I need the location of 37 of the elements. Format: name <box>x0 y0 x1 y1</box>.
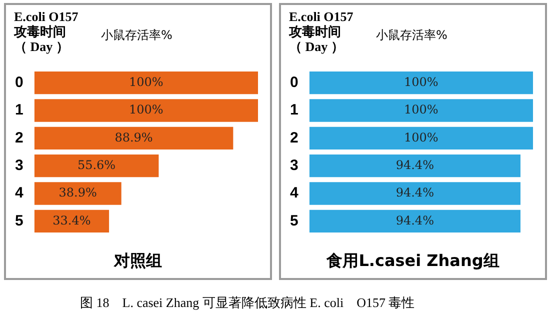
y-tick-label: 3 <box>15 156 24 174</box>
x-axis-title: 小鼠存活率% <box>101 27 172 44</box>
y-tick-label: 1 <box>290 102 298 119</box>
y-tick-label: 5 <box>15 212 24 230</box>
data-label: 100% <box>129 74 164 89</box>
data-label: 94.4% <box>396 213 434 228</box>
bar <box>34 154 159 178</box>
data-label: 33.4% <box>52 213 91 228</box>
data-label: 94.4% <box>396 186 434 200</box>
data-label: 100% <box>404 74 438 89</box>
y-tick-label: 4 <box>290 184 299 202</box>
bar <box>34 182 122 205</box>
y-axis-title: E.coli O157 攻毒时间（ Day ） <box>14 9 78 54</box>
data-label: 100% <box>129 102 164 117</box>
y-tick-label: 2 <box>15 129 24 146</box>
y-tick-label: 4 <box>15 184 24 202</box>
y-tick-label: 0 <box>290 74 298 91</box>
data-label: 88.9% <box>114 130 153 144</box>
bar <box>34 210 110 233</box>
y-tick-label: 0 <box>15 74 24 91</box>
text: 食用L.casei Zhang组 <box>325 251 500 272</box>
y-tick-label: 3 <box>290 156 298 174</box>
y-axis-title: E.coli O157 攻毒时间（ Day ） <box>289 9 354 54</box>
data-label: 38.9% <box>58 186 97 200</box>
data-label: 100% <box>404 130 438 144</box>
bar <box>34 99 258 122</box>
caption: 图 18 L. casei Zhang 可显著降低致病性 E. coli O157 毒性 <box>80 294 415 312</box>
text: 对照组 <box>112 251 163 272</box>
data-label: 100% <box>404 102 438 117</box>
data-label: 55.6% <box>77 158 116 172</box>
y-tick-label: 2 <box>290 129 298 146</box>
bar <box>34 126 234 150</box>
y-tick-label: 5 <box>290 212 298 230</box>
bar <box>34 71 258 94</box>
x-axis-title: 小鼠存活率% <box>376 27 448 44</box>
y-tick-label: 1 <box>15 102 24 119</box>
data-label: 94.4% <box>396 158 434 172</box>
